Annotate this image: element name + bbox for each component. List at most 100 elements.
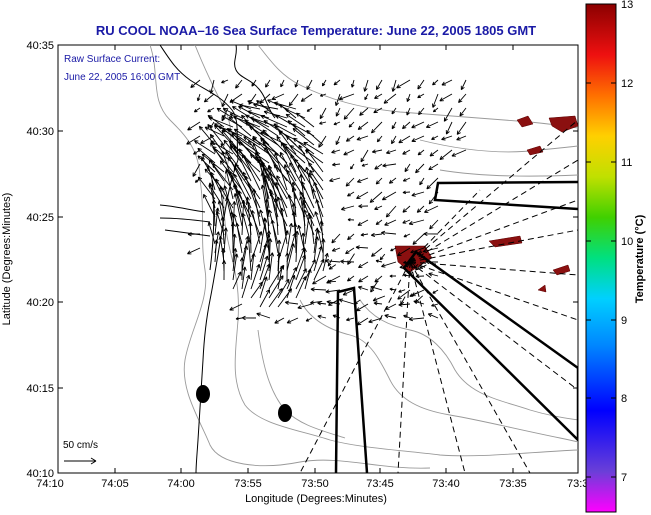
current-vector: [425, 121, 439, 128]
current-vector: [358, 275, 369, 283]
current-vector: [424, 205, 439, 213]
current-vector: [422, 247, 439, 253]
current-vector: [418, 107, 425, 116]
current-vector: [428, 191, 439, 205]
current-vector: [250, 231, 263, 263]
current-vector: [382, 163, 397, 168]
current-vector: [294, 79, 299, 88]
current-vector: [193, 149, 201, 155]
current-vector: [284, 108, 306, 119]
current-vector: [221, 107, 229, 122]
current-vector: [343, 149, 355, 156]
colorbar-tick-label: 12: [621, 78, 633, 90]
current-vector: [370, 232, 383, 238]
current-vector: [411, 135, 425, 142]
annotation-line-2: June 22, 2005 16:00 GMT: [64, 72, 180, 83]
y-axis-label: Latitude (Degrees:Minutes): [1, 193, 13, 326]
current-vector: [456, 121, 467, 135]
current-vector: [398, 135, 411, 144]
current-vector: [300, 93, 313, 102]
current-vector: [279, 103, 297, 119]
current-vector: [417, 79, 425, 90]
current-vector: [207, 221, 216, 245]
current-vector: [429, 149, 439, 157]
current-vector: [415, 274, 425, 279]
current-vector: [318, 135, 327, 148]
x-tick-label: 74:05: [101, 478, 129, 490]
current-vector: [286, 274, 296, 299]
current-vector: [417, 149, 425, 156]
current-vector: [441, 135, 453, 141]
station-marker-2: [278, 404, 292, 422]
colorbar-tick-label: 13: [621, 0, 633, 11]
current-vector: [347, 253, 355, 265]
colorbar-tick-label: 11: [621, 157, 632, 169]
current-vector: [332, 162, 341, 167]
current-vector: [342, 289, 355, 296]
x-tick-label: 73:50: [301, 478, 329, 490]
current-vector: [411, 121, 425, 129]
x-tick-label: 74:00: [167, 478, 195, 490]
current-vector: [260, 162, 270, 209]
current-vector: [251, 79, 257, 87]
current-vector: [259, 243, 268, 272]
current-vector: [432, 289, 439, 294]
current-vector: [343, 107, 355, 120]
current-vector: [251, 118, 279, 137]
current-vector: [402, 219, 411, 224]
current-vector: [241, 212, 252, 245]
current-vector: [370, 280, 379, 293]
current-vector: [385, 303, 397, 310]
current-vector: [385, 149, 397, 155]
current-vector: [310, 287, 327, 292]
current-vector: [319, 107, 327, 120]
current-vector: [211, 199, 217, 227]
current-vector: [278, 130, 297, 155]
current-vector: [241, 199, 246, 236]
current-vector: [262, 129, 288, 155]
current-vector: [298, 144, 315, 173]
y-tick-labels: 40:35 40:30 40:25 40:20 40:15 40:10: [26, 40, 54, 480]
current-vector: [273, 164, 297, 191]
current-vector: [274, 152, 288, 191]
current-vector: [192, 163, 201, 177]
current-vector: [321, 238, 326, 263]
y-tick-label: 40:10: [26, 468, 54, 480]
current-vector: [341, 205, 355, 211]
current-vector: [208, 184, 225, 209]
current-vector: [334, 93, 341, 107]
current-vector: [235, 317, 243, 321]
current-vector: [432, 93, 439, 108]
colorbar: [585, 3, 617, 513]
current-vector: [194, 140, 216, 155]
current-vector: [279, 151, 297, 182]
current-vector: [360, 149, 369, 163]
current-vector: [213, 148, 234, 173]
current-vector: [328, 264, 337, 270]
current-vector: [381, 230, 397, 236]
current-vector: [267, 164, 279, 209]
current-vector: [368, 317, 383, 324]
current-vector: [286, 267, 297, 290]
current-vector: [345, 135, 355, 142]
current-vector: [286, 243, 295, 272]
current-vector: [221, 260, 227, 281]
current-vector: [358, 261, 369, 269]
current-vector: [375, 79, 383, 90]
current-vector: [228, 116, 252, 137]
current-vector: [235, 222, 243, 254]
current-vector: [263, 110, 288, 119]
current-vector: [277, 230, 289, 263]
current-vector: [208, 116, 234, 128]
current-vector: [357, 219, 369, 226]
current-vector: [268, 288, 283, 308]
current-vector: [295, 112, 315, 128]
y-tick-label: 40:30: [26, 126, 54, 138]
current-vector: [209, 121, 215, 129]
current-vector: [294, 158, 315, 182]
y-tick-label: 40:35: [26, 40, 54, 52]
current-vector: [383, 93, 397, 104]
x-tick-label: 73:40: [432, 478, 460, 490]
current-vector: [209, 79, 215, 94]
current-vector: [260, 115, 288, 128]
